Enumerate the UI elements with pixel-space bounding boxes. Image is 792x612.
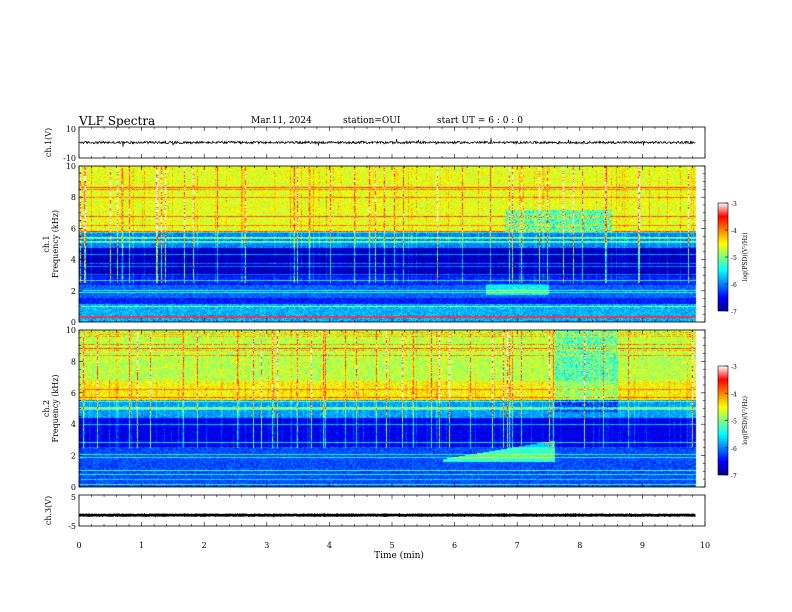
- y-tick-label: 0: [71, 483, 76, 492]
- ch1_wave-ylabel: ch.1(V): [44, 128, 53, 157]
- y-tick-label: 4: [71, 256, 76, 265]
- ch1_spec-spectrogram-image: [79, 166, 705, 322]
- colorbar-tick-label: -5: [731, 255, 737, 262]
- ch2_spec-spectrogram-image: [79, 330, 705, 487]
- ch2_spec-channel-label: ch.2: [42, 400, 51, 417]
- x-tick-label: 2: [202, 541, 207, 550]
- colorbar-tick-label: -4: [731, 228, 737, 235]
- x-tick-label: 4: [327, 541, 332, 550]
- start-time-label: start UT = 6 : 0 : 0: [437, 116, 523, 126]
- x-tick-label: 1: [139, 541, 144, 550]
- y-tick-label: 10: [66, 326, 76, 335]
- ch3_wave-ylabel: ch.3(V): [44, 496, 53, 525]
- x-axis-label: Time (min): [374, 550, 424, 561]
- y-tick-label: -10: [63, 154, 76, 163]
- y-tick-label: -5: [68, 522, 76, 531]
- x-tick-label: 10: [700, 541, 710, 550]
- y-tick-label: 6: [71, 389, 76, 398]
- y-tick-label: 6: [71, 224, 76, 233]
- x-tick-label: 7: [515, 541, 520, 550]
- y-tick-label: 0: [71, 318, 76, 327]
- station-label: station=OUI: [343, 116, 401, 126]
- x-tick-label: 9: [640, 541, 645, 550]
- colorbar-tick-label: -6: [731, 446, 737, 453]
- x-tick-label: 6: [452, 541, 457, 550]
- x-tick-label: 8: [577, 541, 582, 550]
- y-tick-label: 10: [66, 162, 76, 171]
- colorbar-tick-label: -7: [731, 473, 737, 480]
- colorbar-tick-label: -3: [731, 364, 737, 371]
- y-tick-label: 2: [71, 452, 76, 461]
- ch2_spec-ylabel: Frequency (kHz): [51, 374, 60, 442]
- y-tick-label: 8: [71, 357, 76, 366]
- y-tick-label: 10: [66, 125, 76, 134]
- ch1_wave-trace: [78, 138, 696, 147]
- y-tick-label: 8: [71, 193, 76, 202]
- ch1_spec-ylabel: Frequency (kHz): [51, 210, 60, 278]
- ch2_spec-colorbar-label: log(PSD)(V²/Hz): [742, 396, 749, 445]
- ch3_wave-trace: [78, 512, 696, 518]
- x-tick-label: 3: [264, 541, 269, 550]
- colorbar-tick-label: -4: [731, 391, 737, 398]
- x-tick-label: 0: [76, 541, 81, 550]
- ch1_spec-colorbar-label: log(PSD)(V²/Hz): [742, 233, 749, 282]
- y-tick-label: 5: [71, 493, 76, 502]
- y-tick-label: 2: [71, 287, 76, 296]
- date-label: Mar.11, 2024: [251, 116, 312, 126]
- colorbar-tick-label: -5: [731, 419, 737, 426]
- ch3_wave-frame: [78, 494, 706, 527]
- colorbar-tick-label: -6: [731, 282, 737, 289]
- colorbar-tick-label: -3: [731, 201, 737, 208]
- ch1_spec-channel-label: ch.1: [42, 235, 51, 252]
- colorbar-tick-label: -7: [731, 309, 737, 316]
- x-tick-label: 5: [389, 541, 394, 550]
- y-tick-label: 4: [71, 420, 76, 429]
- figure-title: VLF Spectra: [79, 114, 156, 128]
